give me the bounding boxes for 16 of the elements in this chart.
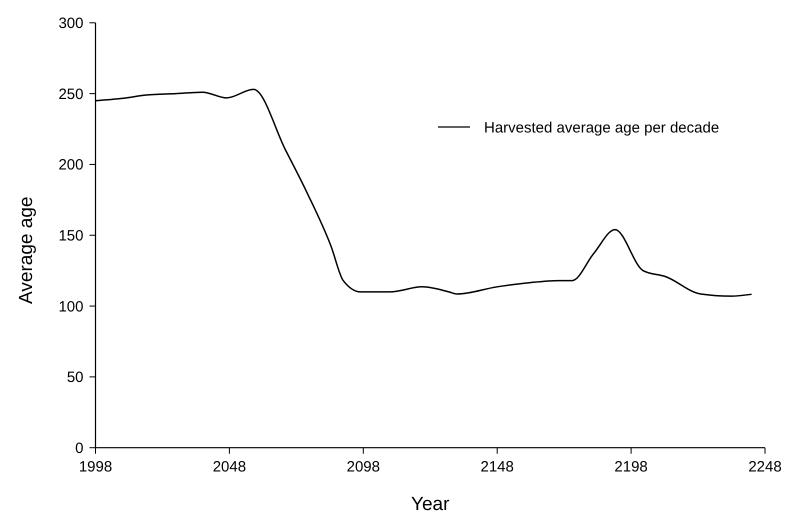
x-tick-label: 2198 bbox=[614, 458, 648, 476]
y-tick-label: 250 bbox=[58, 86, 84, 103]
y-tick-label: 0 bbox=[75, 440, 84, 457]
x-tick-label: 1998 bbox=[78, 458, 112, 476]
x-tick-label: 2048 bbox=[212, 458, 246, 476]
y-tick-label: 200 bbox=[58, 156, 84, 174]
y-tick-label: 100 bbox=[58, 298, 84, 316]
y-tick-label: 150 bbox=[58, 228, 84, 244]
x-tick-label: 2148 bbox=[480, 458, 514, 476]
y-tick-label: 300 bbox=[58, 15, 84, 32]
x-tick-label: 2098 bbox=[346, 458, 380, 476]
y-axis-title: Average age bbox=[16, 196, 37, 304]
legend-label: Harvested average age per decade bbox=[484, 119, 720, 136]
x-tick-label: 2248 bbox=[748, 458, 782, 476]
x-axis-title: Year bbox=[411, 494, 450, 515]
y-tick-label: 50 bbox=[66, 369, 84, 386]
